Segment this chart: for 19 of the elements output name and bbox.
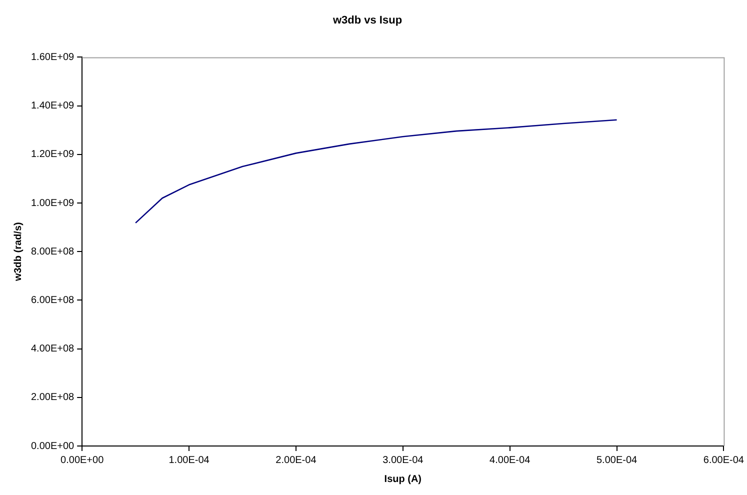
y-tick-label: 1.40E+09 <box>30 100 75 112</box>
x-tick-label: 3.00E-04 <box>382 454 424 466</box>
x-tick-label: 0.00E+00 <box>60 454 104 466</box>
y-tick-label: 6.00E+08 <box>30 294 75 306</box>
x-tick-label: 2.00E-04 <box>276 454 317 466</box>
x-tick-label: 5.00E-04 <box>596 454 638 466</box>
y-tick-label: 1.60E+09 <box>30 52 75 63</box>
y-axis-title: w3db (rad/s) <box>12 222 24 282</box>
y-tick-label: 4.00E+08 <box>30 344 75 355</box>
y-tick-label: 8.00E+08 <box>30 246 75 258</box>
chart-title: w3db vs Isup <box>332 14 402 27</box>
y-tick-label: 1.00E+09 <box>30 198 75 209</box>
y-tick-label: 2.00E+08 <box>30 392 75 404</box>
y-tick-label: 0.00E+00 <box>30 440 75 452</box>
y-tick-label: 1.20E+09 <box>30 149 75 160</box>
x-tick-label: 4.00E-04 <box>490 454 531 466</box>
x-tick-label: 6.00E-04 <box>703 454 744 466</box>
x-axis-title: Isup (A) <box>384 474 422 485</box>
x-tick-label: 1.00E-04 <box>168 454 210 466</box>
